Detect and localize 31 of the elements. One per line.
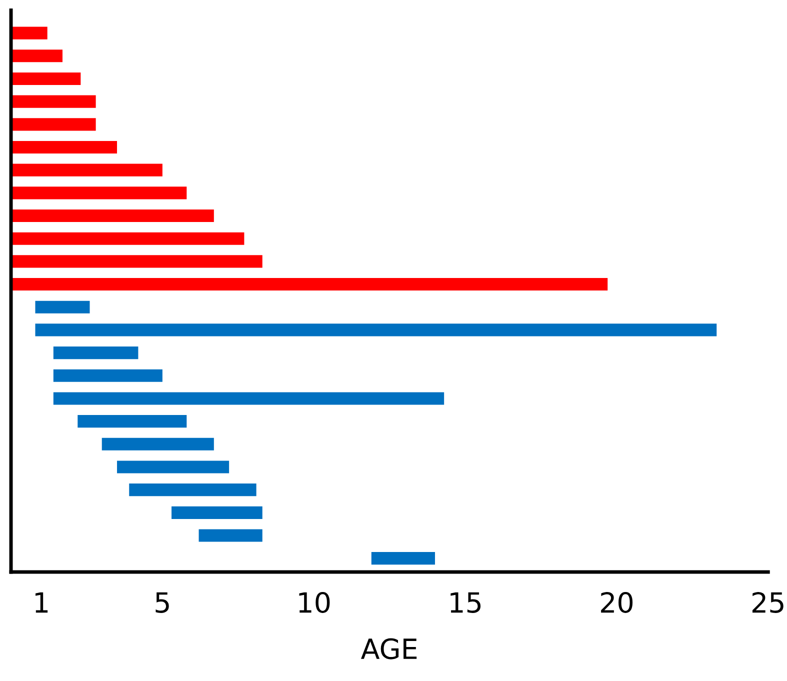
bar <box>129 484 256 496</box>
x-tick-label: 25 <box>752 592 784 613</box>
bar <box>11 140 118 154</box>
x-axis-title: AGE <box>360 638 417 660</box>
x-tick-label: 1 <box>36 592 48 613</box>
bar <box>11 209 214 222</box>
bar <box>11 50 62 62</box>
bar <box>11 95 96 108</box>
x-tick-label: 10 <box>299 592 330 613</box>
bar <box>53 346 138 360</box>
x-tick-label: 5 <box>156 592 169 613</box>
x-tick-label: 15 <box>450 592 481 613</box>
bar <box>11 26 48 40</box>
bar <box>11 232 244 245</box>
bar <box>11 118 96 131</box>
bar <box>117 460 230 474</box>
bar <box>35 300 90 314</box>
bar <box>11 186 187 200</box>
bar <box>78 415 187 428</box>
bar <box>102 438 214 450</box>
bar <box>35 324 717 336</box>
x-tick-label: 20 <box>601 592 633 613</box>
bar <box>11 278 608 291</box>
bar <box>371 552 435 565</box>
bar <box>53 369 162 382</box>
bar <box>198 529 262 542</box>
bar <box>11 72 81 86</box>
bar <box>53 392 444 405</box>
bar <box>172 506 262 519</box>
bar <box>11 164 162 176</box>
bar <box>11 255 262 268</box>
